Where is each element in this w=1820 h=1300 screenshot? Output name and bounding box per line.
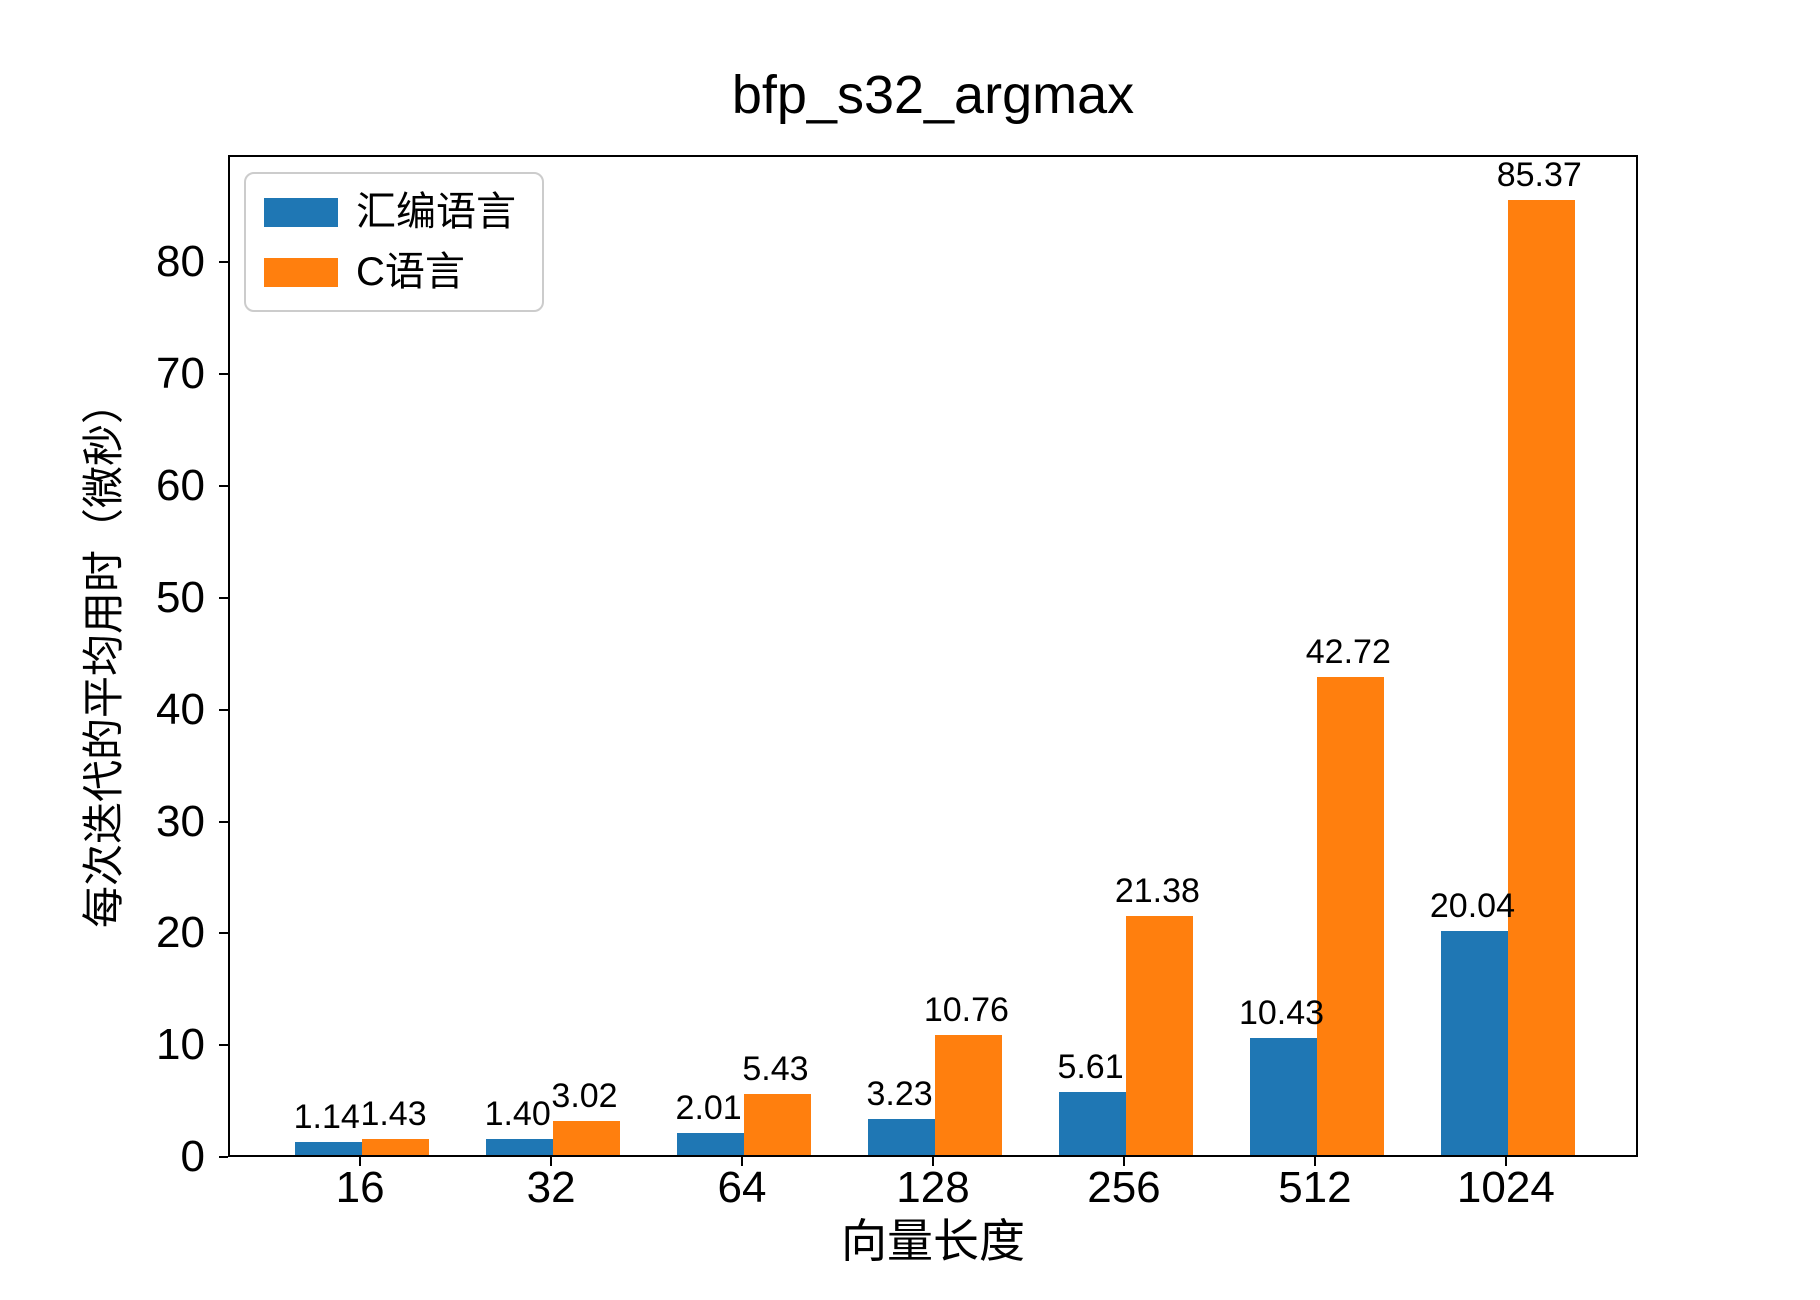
y-tick-label: 40 [156, 684, 205, 734]
legend-label-assembly: 汇编语言 [356, 190, 516, 234]
bar-C语言-64 [744, 1094, 811, 1155]
bar-value-label: 3.02 [551, 1077, 618, 1116]
bar-汇编语言-1024 [1441, 930, 1508, 1155]
bar-C语言-128 [935, 1034, 1002, 1155]
y-tick-label: 0 [180, 1132, 205, 1181]
x-axis-label: 向量长度 [841, 1215, 1025, 1267]
chart-title: bfp_s32_argmax [731, 65, 1135, 125]
bar-value-label: 21.38 [1114, 871, 1200, 910]
bar-value-label: 1.43 [360, 1095, 427, 1133]
y-tick-mark [219, 820, 228, 823]
x-tick-label: 128 [896, 1163, 970, 1212]
legend-swatch-assembly [264, 197, 338, 227]
y-tick-label: 60 [156, 461, 205, 511]
bar-汇编语言-128 [868, 1118, 935, 1155]
x-tick-label: 64 [717, 1163, 767, 1212]
y-tick-mark [219, 1156, 228, 1158]
y-tick-label: 30 [156, 796, 205, 846]
bar-C语言-32 [553, 1121, 620, 1155]
y-tick-label: 10 [156, 1020, 205, 1070]
y-tick-label: 80 [156, 237, 205, 287]
y-tick-mark [219, 485, 228, 488]
bar-C语言-16 [362, 1139, 429, 1155]
y-tick-mark [219, 1044, 228, 1047]
bar-汇编语言-64 [677, 1132, 745, 1155]
bar-value-label: 10.76 [923, 990, 1009, 1029]
y-tick-mark [219, 261, 228, 264]
bar-value-label: 85.37 [1496, 156, 1582, 195]
x-tick-label: 512 [1278, 1163, 1352, 1212]
bar-汇编语言-32 [486, 1139, 554, 1155]
x-tick-mark [550, 1157, 553, 1166]
y-tick-mark [219, 932, 228, 935]
bar-value-label: 5.43 [742, 1050, 809, 1089]
y-tick-mark [219, 596, 228, 599]
y-tick-label: 70 [156, 349, 205, 399]
bar-value-label: 2.01 [675, 1088, 742, 1127]
x-tick-label: 1024 [1456, 1163, 1555, 1212]
bar-C语言-256 [1125, 915, 1193, 1155]
x-tick-label: 16 [335, 1163, 385, 1212]
bar-汇编语言-256 [1059, 1092, 1126, 1155]
bar-value-label: 10.43 [1238, 994, 1325, 1033]
bar-汇编语言-16 [295, 1142, 363, 1155]
y-tick-label: 20 [156, 908, 205, 958]
x-tick-label: 32 [526, 1163, 576, 1212]
bar-汇编语言-512 [1250, 1038, 1317, 1155]
bar-value-label: 20.04 [1429, 886, 1515, 925]
x-tick-mark [359, 1157, 362, 1166]
legend: 汇编语言 C语言 [244, 172, 544, 312]
x-tick-label: 256 [1087, 1163, 1161, 1212]
plot-area [228, 155, 1638, 1157]
legend-swatch-c [264, 257, 338, 287]
x-tick-mark [1122, 1157, 1125, 1166]
legend-item-assembly: 汇编语言 [264, 190, 516, 234]
bar-C语言-1024 [1507, 200, 1575, 1155]
bar-value-label: 3.23 [866, 1074, 933, 1113]
bar-C语言-512 [1316, 677, 1384, 1155]
x-tick-mark [1504, 1157, 1507, 1166]
y-tick-mark [219, 708, 228, 711]
legend-label-c: C语言 [356, 250, 465, 294]
bar-value-label: 42.72 [1305, 633, 1391, 672]
y-tick-mark [219, 373, 228, 376]
x-tick-mark [741, 1157, 744, 1166]
bar-value-label: 1.40 [484, 1095, 551, 1134]
bar-value-label: 1.14 [293, 1098, 360, 1137]
y-tick-label: 50 [156, 572, 205, 622]
legend-item-c: C语言 [264, 250, 516, 294]
x-tick-mark [932, 1157, 934, 1166]
bar-value-label: 5.61 [1057, 1048, 1124, 1087]
x-tick-mark [1313, 1157, 1316, 1166]
